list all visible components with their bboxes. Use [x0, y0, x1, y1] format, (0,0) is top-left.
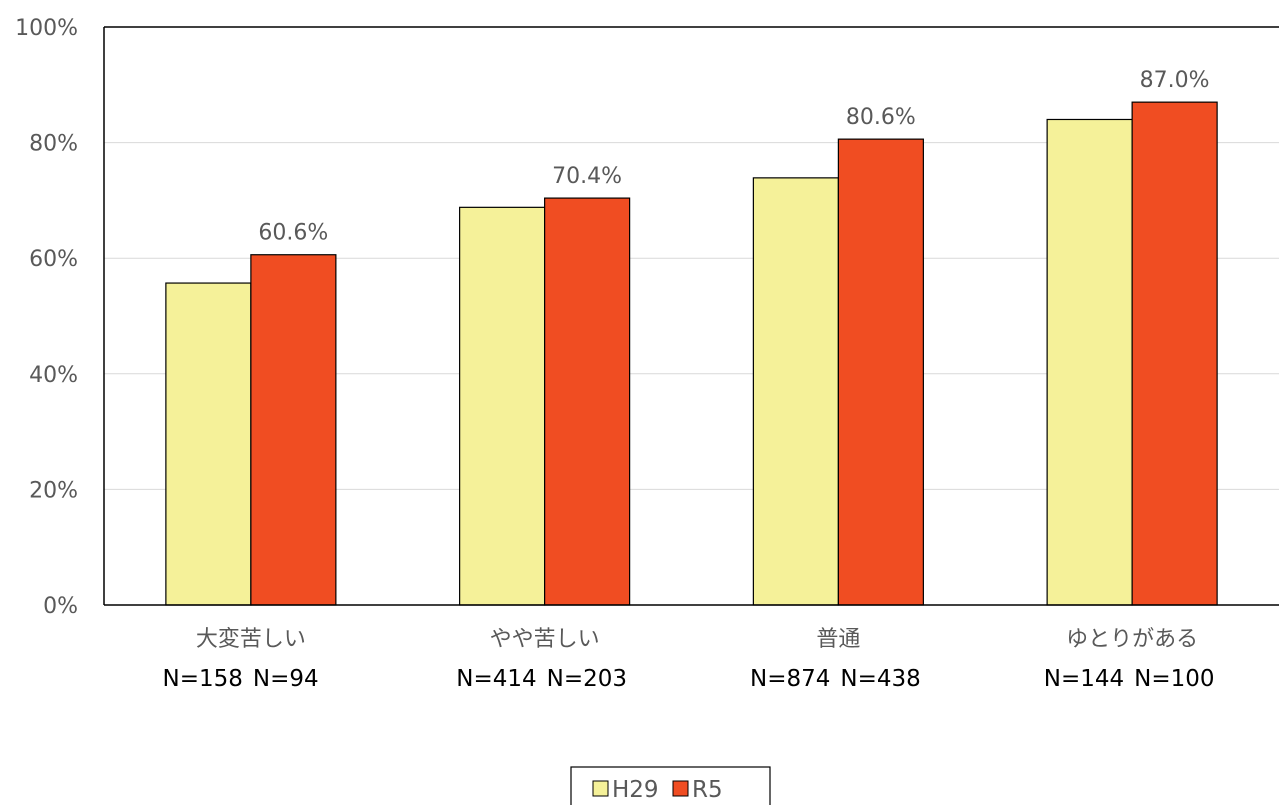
axes: [103, 26, 1279, 606]
legend-swatch-H29: [592, 780, 609, 797]
bar-H29-2: [459, 206, 546, 606]
sample-size-h29: N=874: [750, 666, 830, 692]
x-category-label: 大変苦しい: [196, 627, 306, 652]
bar-R5-3: [837, 138, 924, 606]
legend-label-R5: R5: [692, 777, 723, 803]
data-label: 60.6%: [258, 221, 328, 246]
sample-size-h29: N=144: [1044, 666, 1124, 692]
data-label: 80.6%: [846, 105, 916, 130]
sample-size-r5: N=100: [1134, 666, 1214, 692]
x-category-label: やや苦しい: [490, 627, 600, 652]
legend: H29 R5: [570, 766, 771, 805]
y-tick-label: 20%: [29, 478, 78, 503]
y-axis-ticks: 0% 20% 40% 60% 80% 100%: [15, 16, 78, 619]
y-tick-label: 60%: [29, 247, 78, 272]
x-axis-labels: 大変苦しい N=158 N=94 やや苦しい N=414 N=203 普通 N=874 N=43…: [162, 627, 1214, 692]
x-category-label: 普通: [816, 627, 860, 652]
sample-size-h29: N=158: [162, 666, 242, 692]
sample-size-h29: N=414: [456, 666, 536, 692]
sample-size-r5: N=203: [547, 666, 627, 692]
bar-R5-4: [1131, 101, 1218, 606]
data-label: 87.0%: [1140, 68, 1210, 93]
data-labels: 60.6% 70.4% 80.6% 87.0%: [258, 68, 1209, 246]
data-label: 70.4%: [552, 164, 622, 189]
y-tick-label: 100%: [15, 16, 78, 41]
y-tick-label: 80%: [29, 132, 78, 157]
bars: [165, 101, 1218, 606]
bar-H29-1: [165, 282, 252, 606]
x-category-label: ゆとりがある: [1066, 627, 1198, 652]
bar-H29-3: [752, 177, 839, 606]
legend-swatch-R5: [672, 780, 689, 797]
legend-label-H29: H29: [612, 777, 659, 803]
sample-size-r5: N=438: [840, 666, 920, 692]
sample-size-r5: N=94: [253, 666, 319, 692]
y-tick-label: 40%: [29, 363, 78, 388]
bar-R5-1: [250, 254, 337, 606]
bar-R5-2: [544, 197, 631, 606]
y-tick-label: 0%: [43, 594, 78, 619]
bar-H29-4: [1046, 118, 1133, 606]
